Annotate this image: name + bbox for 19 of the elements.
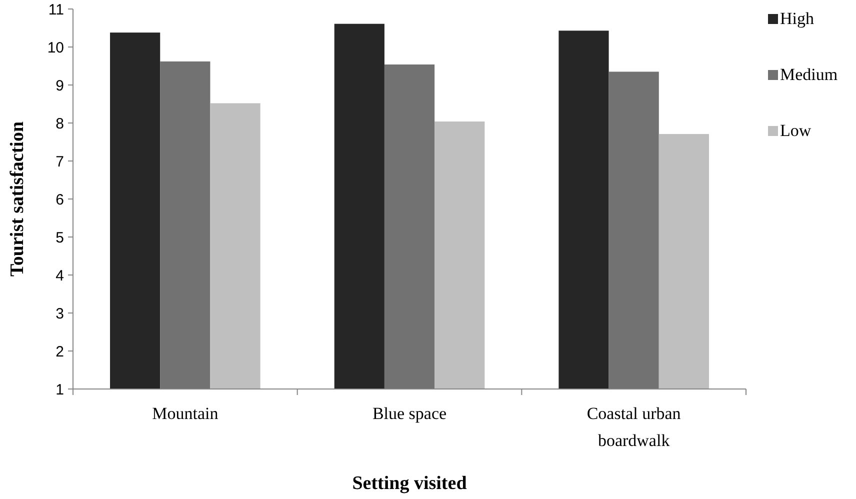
- x-tick-label: Blue space: [372, 404, 447, 423]
- y-tick-label: 11: [48, 1, 64, 18]
- x-tick-label: Mountain: [152, 404, 219, 423]
- y-tick-label: 6: [56, 191, 64, 208]
- y-tick-label: 4: [56, 267, 64, 284]
- y-tick-label: 3: [56, 305, 64, 322]
- x-tick-label: Coastal urban boardwalk: [586, 404, 682, 450]
- y-tick-label: 5: [56, 229, 64, 246]
- y-tick-label: 7: [56, 153, 64, 170]
- y-tick-label: 2: [56, 343, 64, 360]
- y-tick-label: 10: [47, 39, 64, 56]
- legend-label: High: [780, 9, 814, 28]
- x-axis-title: Setting visited: [352, 473, 468, 494]
- legend-label: Low: [780, 121, 812, 140]
- y-axis-title: Tourist satisfaction: [7, 121, 28, 277]
- y-tick-label: 8: [56, 115, 64, 132]
- y-tick-label: 1: [56, 381, 64, 398]
- legend-label: Medium: [780, 65, 838, 84]
- y-tick-label: 9: [56, 77, 64, 94]
